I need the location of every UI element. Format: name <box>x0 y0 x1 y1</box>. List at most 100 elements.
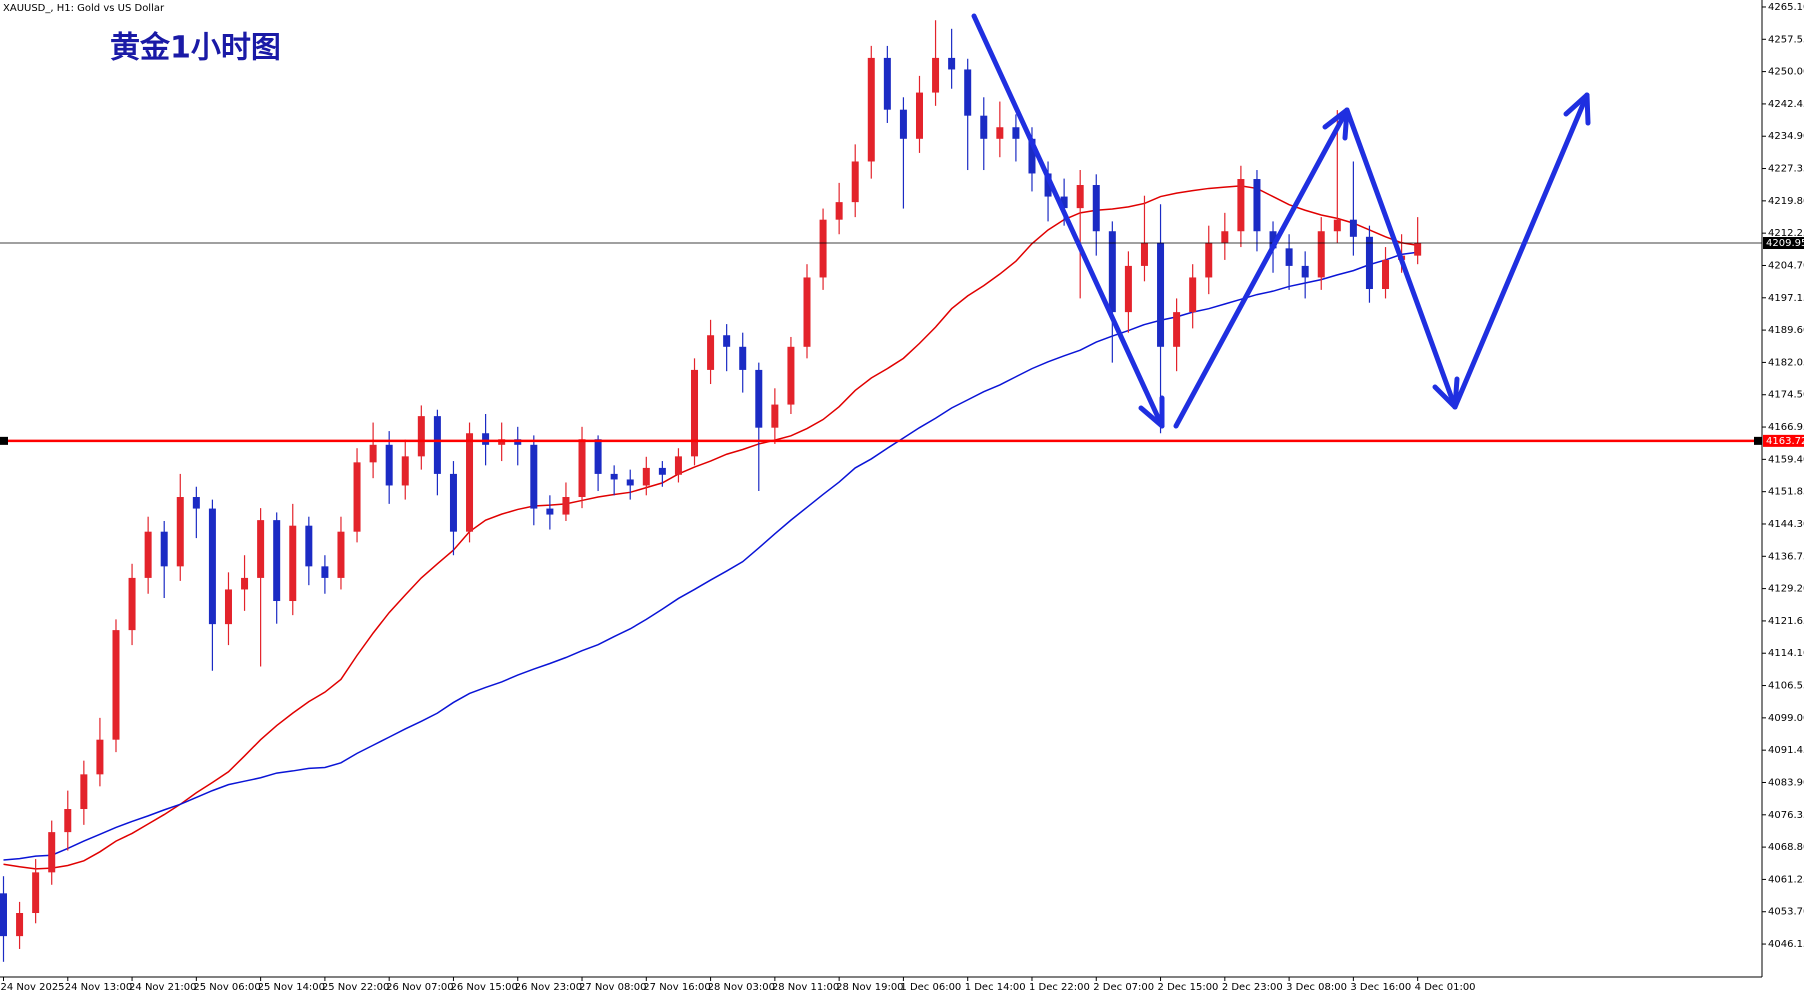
x-tick-label: 25 Nov 14:00 <box>258 982 325 993</box>
candle-body <box>1108 231 1116 313</box>
candle-body <box>1060 196 1068 209</box>
candle-body <box>1173 312 1181 347</box>
candle-body <box>80 774 88 810</box>
candle-body <box>658 467 666 475</box>
candle-body <box>1414 243 1422 256</box>
candle-body <box>803 277 811 347</box>
candle-body <box>1124 265 1132 313</box>
candle-body <box>48 832 56 873</box>
candle-body <box>1382 259 1390 290</box>
candle-body <box>642 467 650 486</box>
candle-body <box>851 161 859 203</box>
pattern-arrows <box>971 13 1591 429</box>
y-tick-label: 4144.30 <box>1768 519 1804 530</box>
y-tick-label: 4121.65 <box>1768 616 1804 627</box>
x-tick-label: 4 Dec 01:00 <box>1415 982 1476 993</box>
candle-body <box>208 508 216 625</box>
price-label: 4163.72 <box>1766 436 1804 447</box>
candle-body <box>0 893 7 937</box>
candle-body <box>819 219 827 278</box>
y-tick-label: 4257.55 <box>1768 34 1804 45</box>
x-tick-label: 25 Nov 06:00 <box>193 982 260 993</box>
arrow-head <box>1563 92 1591 126</box>
y-tick-label: 4197.15 <box>1768 293 1804 304</box>
candle-body <box>449 473 457 532</box>
candle-body <box>1221 231 1229 243</box>
candle-body <box>691 369 699 457</box>
candle-body <box>707 335 715 370</box>
y-tick-label: 4174.50 <box>1768 390 1804 401</box>
x-tick-label: 24 Nov 21:00 <box>129 982 196 993</box>
candle-body <box>176 497 184 567</box>
y-tick-label: 4061.25 <box>1768 874 1804 885</box>
y-tick-label: 4046.15 <box>1768 939 1804 950</box>
x-tick-label: 1 Dec 14:00 <box>965 982 1026 993</box>
candle-body <box>192 497 200 509</box>
candle-body <box>466 433 474 532</box>
candle-body <box>674 456 682 475</box>
y-tick-label: 4234.90 <box>1768 131 1804 142</box>
candle-body <box>1237 179 1245 232</box>
y-tick-label: 4136.75 <box>1768 551 1804 562</box>
candle-body <box>353 462 361 532</box>
x-tick-label: 3 Dec 08:00 <box>1286 982 1347 993</box>
candle-body <box>128 577 136 631</box>
candle-body <box>64 809 72 833</box>
line-end-marker <box>1754 436 1762 445</box>
candle-body <box>1333 219 1341 232</box>
x-tick-label: 27 Nov 16:00 <box>643 982 710 993</box>
arrow-head <box>1138 395 1165 429</box>
candle-body <box>530 444 538 509</box>
y-tick-label: 4099.00 <box>1768 713 1804 724</box>
candle-body <box>1285 248 1293 266</box>
candle-body <box>385 444 393 486</box>
y-tick-label: 4053.70 <box>1768 907 1804 918</box>
x-tick-label: 24 Nov 2025 <box>1 982 65 993</box>
candle-body <box>739 346 747 370</box>
moving-average-line <box>3 251 1418 861</box>
candle-body <box>1349 219 1357 237</box>
candle-body <box>835 202 843 220</box>
candle-body <box>787 346 795 405</box>
candle-body <box>482 433 490 445</box>
candle-body <box>964 69 972 116</box>
candle-body <box>160 531 168 567</box>
candle-body <box>1157 242 1165 347</box>
candle-body <box>433 416 441 474</box>
candle-body <box>1253 179 1261 232</box>
y-tick-label: 4106.55 <box>1768 681 1804 692</box>
price-label-box <box>1763 434 1804 447</box>
arrow <box>1452 92 1590 410</box>
candle-body <box>980 115 988 139</box>
candle-body <box>546 508 554 515</box>
x-tick-label: 28 Nov 11:00 <box>772 982 839 993</box>
y-tick-label: 4076.35 <box>1768 810 1804 821</box>
x-tick-label: 2 Dec 07:00 <box>1093 982 1154 993</box>
candle-body <box>1092 185 1100 232</box>
y-tick-label: 4250.00 <box>1768 67 1804 78</box>
arrow <box>1344 107 1458 410</box>
price-label: 4209.95 <box>1766 238 1804 249</box>
x-tick-label: 26 Nov 07:00 <box>386 982 453 993</box>
candle-body <box>1269 231 1277 249</box>
line-end-marker <box>0 436 8 445</box>
candle-body <box>257 520 265 578</box>
candle-body <box>1044 173 1052 197</box>
candle-body <box>771 404 779 428</box>
candle-body <box>144 531 152 578</box>
x-tick-label: 1 Dec 22:00 <box>1029 982 1090 993</box>
candle-body <box>241 577 249 590</box>
candle-body <box>899 109 907 139</box>
x-tick-label: 3 Dec 16:00 <box>1350 982 1411 993</box>
candle-body <box>1365 236 1373 290</box>
candle-body <box>948 57 956 70</box>
y-tick-label: 4265.10 <box>1768 2 1804 13</box>
chart-subtitle: XAUUSD_, H1: Gold vs US Dollar <box>3 3 165 14</box>
arrow <box>971 13 1165 429</box>
candle-body <box>321 566 329 578</box>
candle-body <box>369 444 377 463</box>
candle-body <box>578 439 586 498</box>
y-tick-label: 4151.85 <box>1768 487 1804 498</box>
candle-body <box>996 127 1004 139</box>
